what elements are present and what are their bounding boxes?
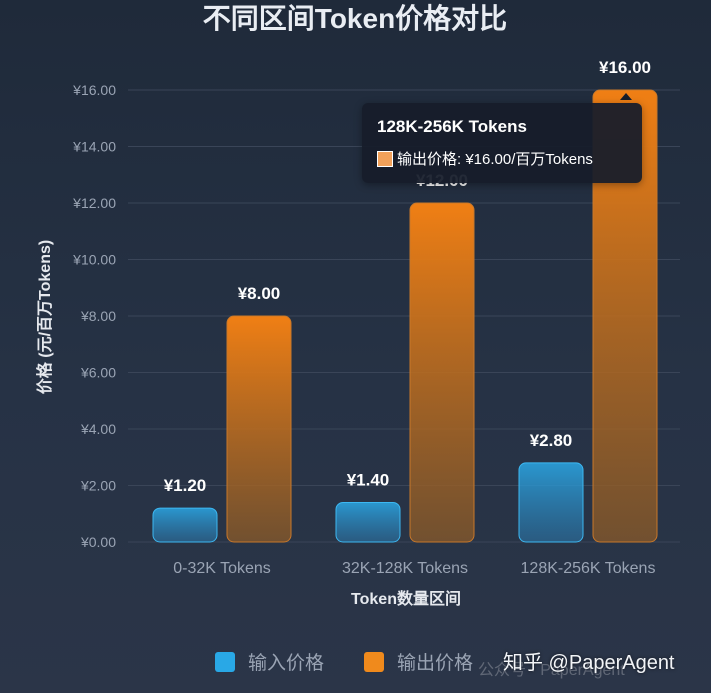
- y-tick-label: ¥10.00: [72, 252, 116, 268]
- tooltip-title: 128K-256K Tokens: [377, 117, 527, 136]
- y-axis-ticks: ¥0.00 ¥2.00 ¥4.00 ¥6.00 ¥8.00 ¥10.00 ¥12.00 ¥14…: [72, 82, 116, 550]
- legend-label-input: 输入价格: [248, 653, 325, 674]
- bar-value-label: ¥16.00: [599, 58, 651, 77]
- bar-input: [335, 501, 401, 543]
- x-axis-label: Token数量区间: [351, 589, 461, 608]
- x-tick-label: 32K-128K Tokens: [342, 560, 468, 577]
- y-tick-label: ¥0.00: [80, 534, 116, 550]
- y-tick-label: ¥8.00: [80, 308, 116, 324]
- grid-lines: [128, 89, 680, 543]
- y-tick-label: ¥14.00: [72, 139, 116, 155]
- tooltip: 128K-256K Tokens 输出价格: ¥16.00/百万Tokens: [362, 103, 642, 183]
- legend-label-output: 输出价格: [397, 653, 474, 674]
- tooltip-swatch: [377, 150, 393, 167]
- bar-input: [518, 462, 584, 543]
- chart-title: 不同区间Token价格对比: [203, 3, 507, 34]
- legend-item-output[interactable]: 输出价格: [364, 648, 473, 675]
- y-tick-label: ¥4.00: [80, 421, 116, 437]
- bar-value-label: ¥2.80: [530, 431, 573, 450]
- tooltip-pointer: [620, 93, 632, 100]
- y-tick-label: ¥12.00: [72, 195, 116, 211]
- bar-value-label: ¥1.20: [164, 476, 207, 495]
- x-axis-ticks: 0-32K Tokens 32K-128K Tokens 128K-256K Tok…: [173, 560, 655, 577]
- bar-value-label: ¥1.40: [347, 470, 390, 489]
- y-tick-label: ¥6.00: [80, 365, 116, 381]
- y-tick-label: ¥2.00: [80, 478, 116, 494]
- y-tick-label: ¥16.00: [72, 82, 116, 98]
- bar-output: [226, 315, 292, 543]
- x-tick-label: 0-32K Tokens: [173, 560, 271, 577]
- bars: [152, 89, 658, 543]
- bar-input: [152, 507, 218, 543]
- bar-output: [592, 89, 658, 543]
- bar-value-label: ¥8.00: [238, 284, 281, 303]
- legend-swatch-output: [364, 651, 385, 672]
- y-axis-label: 价格 (元/百万Tokens): [35, 240, 54, 394]
- legend-swatch-input: [215, 651, 235, 672]
- legend: 输入价格 输出价格: [215, 648, 513, 675]
- legend-item-input[interactable]: 输入价格: [215, 648, 324, 675]
- tooltip-text: 输出价格: ¥16.00/百万Tokens: [397, 151, 593, 168]
- watermark: 知乎 @PaperAgent: [503, 652, 675, 674]
- watermark-sub: 公众号 · PaperAgent: [478, 662, 625, 679]
- tooltip-row: 输出价格: ¥16.00/百万Tokens: [377, 148, 593, 169]
- x-tick-label: 128K-256K Tokens: [521, 560, 656, 577]
- bar-output: [409, 202, 475, 543]
